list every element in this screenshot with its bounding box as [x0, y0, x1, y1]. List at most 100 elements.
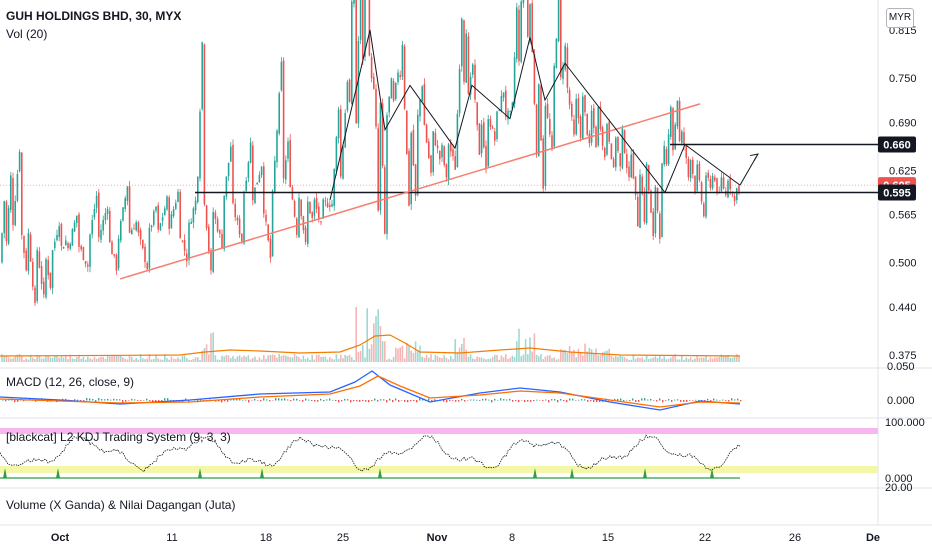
volume-bar	[117, 355, 120, 362]
volume-bar	[672, 355, 674, 362]
macd-histogram-bar	[296, 398, 298, 401]
candle-body	[153, 211, 155, 225]
candle-body	[439, 150, 441, 160]
volume-bar	[443, 355, 445, 362]
candle-body	[711, 175, 714, 189]
kdj-line	[0, 434, 741, 473]
volume-bar	[245, 356, 247, 362]
candle-body	[520, 1, 522, 62]
volume-bar	[533, 333, 536, 362]
volume-bar	[60, 355, 63, 362]
candle-body	[353, 0, 355, 4]
candle-body	[157, 205, 159, 230]
macd-histogram-bar	[521, 399, 523, 401]
candle-body	[192, 208, 195, 223]
macd-histogram-bar	[473, 399, 475, 401]
macd-histogram-bar	[251, 400, 253, 401]
currency-button[interactable]: MYR	[886, 8, 914, 28]
candle-body	[408, 151, 410, 206]
macd-histogram-bar	[335, 400, 337, 402]
volume-bar	[725, 355, 727, 362]
volume-bar	[370, 344, 373, 362]
candle-body	[32, 261, 34, 287]
volume-bar	[296, 356, 298, 362]
volume-bar	[47, 356, 49, 362]
time-tick-label: Oct	[51, 532, 70, 544]
candle-body	[45, 259, 47, 298]
volume-bar	[386, 359, 388, 362]
volume-bar	[518, 328, 520, 362]
macd-histogram-bar	[119, 399, 121, 401]
candle-body	[76, 215, 78, 223]
candle-body	[403, 46, 406, 109]
volume-bar	[562, 350, 564, 362]
volume-bar	[634, 358, 637, 362]
macd-histogram-bar	[272, 400, 274, 401]
candle-body	[483, 122, 485, 148]
volume-bar	[159, 359, 162, 362]
macd-histogram-bar	[740, 400, 742, 402]
volume-bar	[269, 355, 272, 362]
volume-bar	[25, 358, 27, 362]
price-tick-label: 0.690	[889, 117, 917, 129]
kdj-oversold-band	[0, 466, 878, 473]
candle-body	[436, 145, 439, 149]
candle-body	[155, 206, 157, 211]
candle-body	[109, 211, 111, 243]
macd-histogram-bar	[380, 399, 382, 401]
kdj-overbought-band	[0, 428, 878, 434]
macd-histogram-bar	[629, 400, 631, 402]
candle-body	[258, 174, 261, 183]
volume-bar	[465, 349, 467, 362]
macd-histogram-bar	[497, 399, 499, 401]
volume-bar	[639, 357, 641, 362]
price-tick-label: 0.375	[889, 350, 917, 362]
volume-bar	[546, 355, 549, 362]
volume-bar	[351, 357, 353, 362]
macd-histogram-bar	[509, 398, 511, 401]
candle-body	[381, 103, 384, 166]
macd-histogram-bar	[221, 400, 223, 403]
volume-bar	[137, 359, 140, 362]
volume-bar	[447, 359, 450, 362]
volume-bar	[98, 357, 100, 362]
candle-body	[93, 208, 96, 218]
candle-body	[252, 145, 254, 201]
candle-body	[458, 69, 461, 114]
candle-body	[637, 196, 639, 227]
kdj-tick-label: 100.000	[885, 417, 925, 429]
volume-bar	[208, 354, 210, 362]
candle-body	[557, 0, 560, 42]
volume-bar	[588, 348, 591, 362]
volume-bar	[309, 359, 311, 362]
volume-bar	[485, 359, 487, 362]
volume-bar	[315, 354, 318, 362]
candle-body	[62, 246, 65, 249]
volume-bar	[203, 348, 206, 362]
candle-body	[71, 229, 74, 246]
volume-bar	[282, 355, 285, 362]
candle-body	[36, 249, 38, 301]
macd-histogram-bar	[368, 400, 370, 403]
macd-histogram-bar	[722, 399, 724, 401]
macd-histogram-bar	[725, 400, 727, 401]
volume-bar	[329, 357, 331, 362]
candle-body	[298, 197, 300, 238]
candle-body	[197, 176, 199, 203]
macd-histogram-bar	[659, 398, 661, 401]
volume-bar	[36, 354, 38, 362]
macd-histogram-bar	[305, 398, 307, 401]
macd-histogram-bar	[386, 400, 388, 403]
volume-bar	[73, 358, 76, 362]
macd-histogram-bar	[236, 398, 238, 401]
candle-body	[357, 40, 360, 124]
candle-body	[25, 250, 27, 271]
macd-histogram-bar	[548, 400, 550, 403]
macd-histogram-bar	[569, 398, 571, 401]
price-axis: 0.815 0.750 0.690 0.625 0.565 0.500 0.440 0.375…	[885, 25, 925, 494]
candle-body	[16, 174, 19, 201]
volume-bar	[705, 356, 707, 362]
volume-bar	[463, 337, 465, 362]
price-badge	[878, 136, 916, 153]
